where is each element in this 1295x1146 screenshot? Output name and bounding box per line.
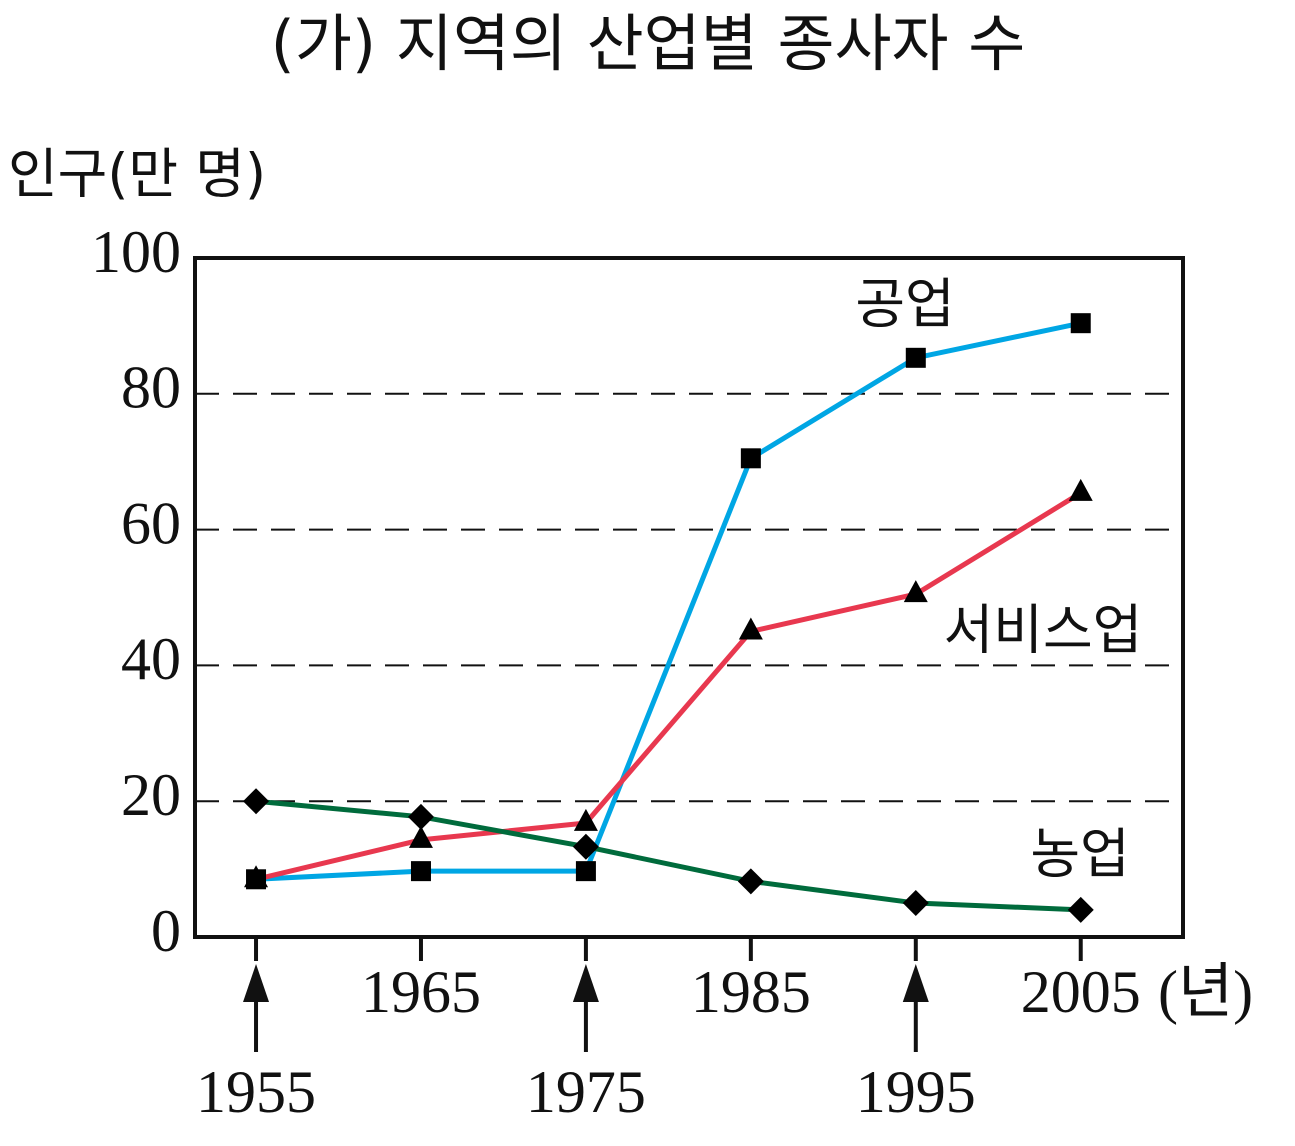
marker	[573, 808, 598, 831]
marker	[740, 448, 761, 469]
y-tick-label: 0	[151, 898, 181, 964]
arrow-head	[902, 964, 929, 1002]
x-tick-label: 1995	[856, 1059, 976, 1125]
marker	[1067, 896, 1094, 923]
y-tick-label: 60	[121, 490, 181, 556]
marker	[1070, 313, 1091, 334]
arrow-head	[243, 964, 270, 1002]
x-tick-label: 2005	[1021, 959, 1141, 1025]
series-label: 서비스업	[944, 599, 1143, 662]
marker	[408, 825, 433, 848]
y-tick-label: 20	[121, 762, 181, 828]
marker	[902, 890, 929, 917]
marker	[575, 861, 596, 882]
series-label: 농업	[1030, 823, 1129, 886]
marker	[737, 868, 764, 895]
plot-frame	[193, 256, 1185, 939]
marker	[243, 788, 270, 815]
y-tick-label: 100	[91, 219, 181, 285]
marker	[738, 617, 763, 640]
x-tick-label: 1975	[526, 1059, 646, 1125]
marker	[244, 865, 269, 888]
x-tick-label: 1955	[196, 1059, 316, 1125]
marker	[407, 803, 434, 830]
x-axis-label: (년)	[1158, 959, 1253, 1025]
marker	[905, 347, 926, 368]
y-tick-label: 80	[121, 355, 181, 421]
marker	[410, 861, 431, 882]
arrow-head	[572, 964, 599, 1002]
series-label: 공업	[855, 273, 954, 336]
marker	[572, 833, 599, 860]
series-line	[255, 798, 1081, 913]
y-tick-label: 40	[121, 626, 181, 692]
x-tick-label: 1965	[361, 959, 481, 1025]
series-line	[255, 320, 1082, 882]
y-axis-label: 인구(만 명)	[8, 143, 266, 206]
marker	[903, 580, 928, 603]
series-line	[255, 490, 1083, 882]
chart-title: (가) 지역의 산업별 종사자 수	[271, 7, 1026, 80]
marker	[1068, 478, 1093, 501]
x-tick-label: 1985	[691, 959, 811, 1025]
